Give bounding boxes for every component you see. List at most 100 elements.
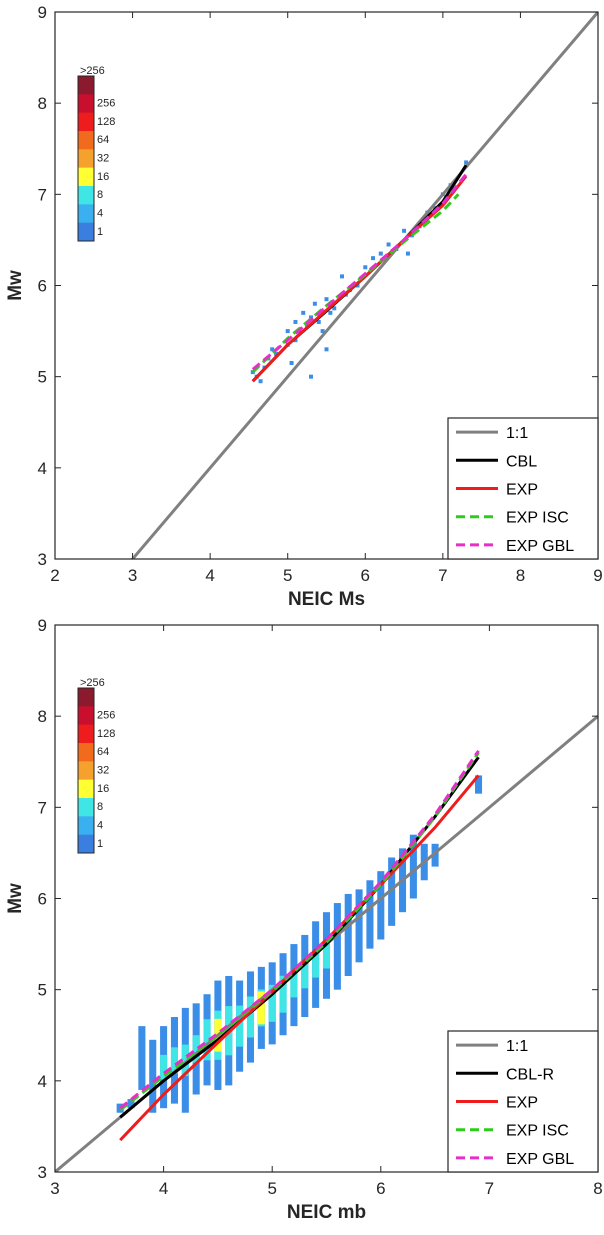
density-column [431,843,439,867]
density-column-peak [257,991,265,1025]
density-point [308,374,313,379]
density-point [386,242,391,247]
density-column-core [279,975,287,1013]
legend-label: 1:1 [506,1038,528,1055]
x-tick-label: 4 [159,1179,168,1198]
series-line-exp-gbl [251,173,468,371]
density-column-core [170,1047,178,1074]
y-tick-label: 8 [38,94,47,113]
chart-panel-2: 3 4 5 6 7 8 3 4 5 6 7 8 9 NEIC mb Mw >256 256 128 64 32 16 8 4… [5,616,603,1223]
colorbar-label: 128 [97,728,115,740]
density-point [363,265,368,270]
x-tick-label: 6 [361,566,370,585]
density-column [355,889,363,963]
density-column-core [203,1019,211,1061]
colorbar-label: 8 [97,801,103,813]
y-axis-label: Mw [5,270,26,301]
colorbar-segment [78,167,94,187]
density-point [270,347,275,352]
x-axis-label: NEIC mb [287,1202,366,1223]
density-point [332,306,337,311]
density-point [324,297,329,302]
density-point [301,310,306,315]
series-line-exp-isc [119,751,480,1112]
density-point [405,251,410,256]
density-column-core [246,996,255,1038]
legend-label: EXP [506,482,538,499]
density-column-core [322,942,331,969]
y-tick-label: 8 [38,707,47,726]
legend: 1:1 CBL-R EXP EXP ISC EXP GBL [447,1030,599,1173]
y-tick-label: 6 [38,890,47,909]
colorbar-segment [78,743,94,762]
colorbar-label: 32 [97,153,109,165]
colorbar-segment [78,798,94,817]
density-column [409,834,417,899]
density-column-core [301,963,309,989]
legend-label: CBL-R [506,1066,554,1083]
x-tick-label: 4 [205,566,214,585]
x-tick-label: 5 [267,1179,276,1198]
colorbar-label: 64 [97,134,109,146]
colorbar-label: 1 [97,838,103,850]
density-point [324,347,329,352]
y-tick-label: 7 [38,185,47,204]
y-tick-label: 4 [38,459,47,478]
density-point [316,319,321,324]
x-tick-label: 8 [516,566,525,585]
density-point [285,329,290,334]
legend-label: EXP ISC [506,510,569,527]
density-column-core [312,951,320,978]
x-axis-label: NEIC Ms [288,589,365,610]
colorbar-label: 16 [97,783,109,795]
colorbar-label: 16 [97,171,109,183]
plot-content [55,715,598,1172]
x-tick-label: 2 [50,566,59,585]
x-tick-label: 7 [485,1179,494,1198]
series-line-exp-gbl [119,749,480,1110]
x-tick-label: 8 [593,1179,602,1198]
legend-label: EXP GBL [506,538,574,555]
colorbar-segment [78,816,94,836]
colorbar-segment [78,761,94,781]
y-tick-label: 5 [38,981,47,1000]
series-line-1-1 [130,12,598,559]
density-column [149,1039,157,1113]
colorbar-label: >256 [80,65,105,77]
density-point [464,160,469,165]
series-line-cbl-r [119,756,480,1119]
y-tick-label: 3 [38,1163,47,1182]
colorbar-label: 256 [97,98,115,110]
density-column [333,903,341,990]
density-point [250,370,255,375]
legend-label: EXP GBL [506,1151,574,1168]
density-point [378,251,383,256]
density-column [475,775,483,794]
density-column [127,1099,135,1109]
legend: 1:1 CBL EXP EXP ISC EXP GBL [447,417,599,560]
density-point [371,256,376,261]
x-tick-label: 7 [438,566,447,585]
y-tick-label: 7 [38,798,47,817]
colorbar-label: 128 [97,116,115,128]
density-column [377,871,385,940]
y-tick-label: 4 [38,1072,47,1091]
density-column [388,857,396,926]
y-tick-label: 3 [38,550,47,569]
colorbar-label: 32 [97,765,109,777]
colorbar-segment [78,76,94,95]
colorbar-frame [77,687,95,854]
density-point [340,274,345,279]
density-point [409,233,414,238]
colorbar-label: 1 [97,226,103,238]
colorbar-segment [78,186,94,205]
density-column [366,880,374,949]
colorbar-label: 64 [97,746,109,758]
x-tick-label: 3 [128,566,137,585]
density-point [328,310,333,315]
density-column-core [160,1054,168,1080]
colorbar-segment [78,94,94,114]
density-point [308,315,313,320]
